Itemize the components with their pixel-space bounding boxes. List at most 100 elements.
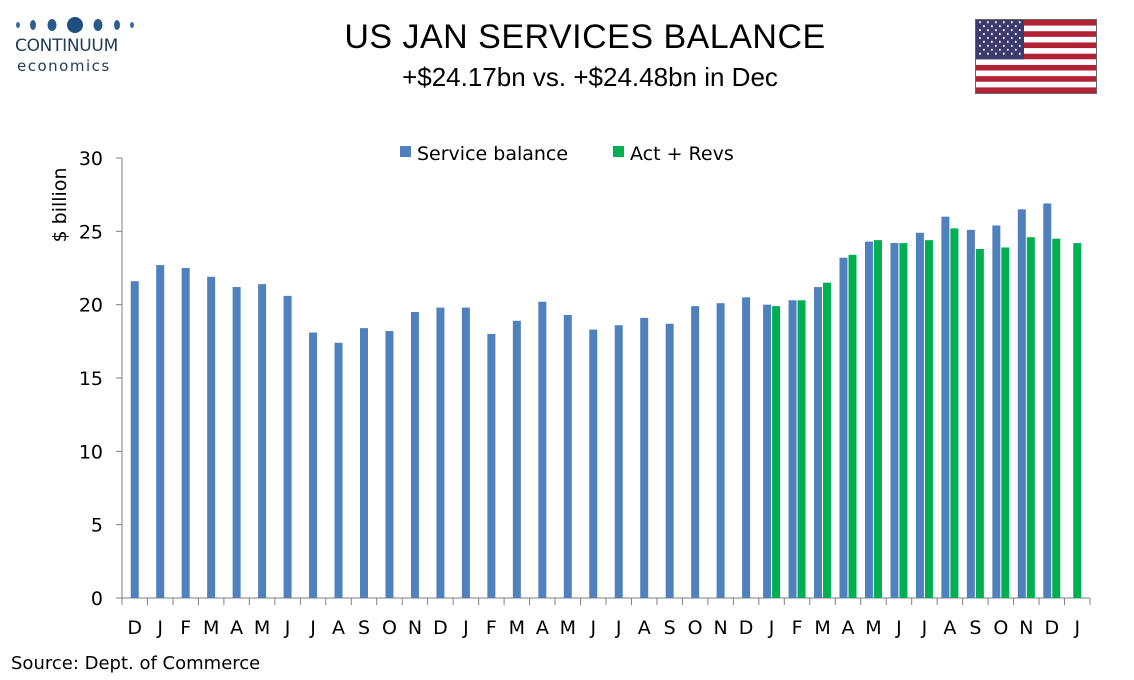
flag-star xyxy=(1010,21,1013,24)
x-tick-label: F xyxy=(180,617,191,639)
bar-service-balance xyxy=(665,323,674,598)
continuum-economics-logo: CONTINUUM economics xyxy=(12,14,137,76)
bar-service-balance xyxy=(763,304,772,598)
flag-star xyxy=(990,40,993,43)
x-tick-label: M xyxy=(814,617,830,639)
flag-star xyxy=(1002,36,1005,40)
flag-star xyxy=(1010,52,1013,55)
flag-star xyxy=(983,32,985,36)
flag-star xyxy=(990,48,993,51)
flag-star xyxy=(994,36,997,40)
flag-star xyxy=(1014,25,1017,28)
bar-service-balance xyxy=(966,229,975,598)
y-tick-label: 30 xyxy=(79,148,103,170)
flag-star xyxy=(1006,32,1009,36)
bar-service-balance xyxy=(360,328,368,598)
bar-service-balance xyxy=(487,334,496,598)
flag-star xyxy=(998,32,1001,36)
bar-service-balance xyxy=(385,331,394,598)
flag-star xyxy=(990,25,993,28)
flag-star xyxy=(979,44,981,47)
bar-service-balance xyxy=(864,241,873,598)
bar-service-balance xyxy=(814,287,823,598)
flag-star xyxy=(1006,40,1009,43)
x-tick-label: J xyxy=(615,617,622,639)
x-tick-label: S xyxy=(664,617,676,639)
bar-service-balance xyxy=(992,225,1001,598)
flag-star xyxy=(1018,21,1021,24)
flag-star xyxy=(1018,52,1021,55)
bar-service-balance xyxy=(890,243,899,599)
flag-star xyxy=(1010,36,1013,40)
flag-star xyxy=(1014,32,1017,36)
chart-title: US JAN SERVICES BALANCE xyxy=(344,18,826,56)
legend-swatch-service-balance xyxy=(400,146,411,157)
bar-service-balance xyxy=(839,257,848,598)
logo-text-line2: economics xyxy=(17,57,111,75)
bar-act-revs xyxy=(797,300,806,598)
bar-service-balance xyxy=(232,287,241,598)
bar-act-revs xyxy=(1073,243,1082,599)
bar-service-balance xyxy=(941,216,950,598)
flag-star xyxy=(1006,25,1009,28)
bar-service-balance xyxy=(181,268,190,598)
bar-service-balance xyxy=(156,265,165,598)
x-tick-label: F xyxy=(486,617,497,639)
bar-act-revs xyxy=(823,282,832,598)
flag-star xyxy=(979,52,981,55)
x-tick-label: S xyxy=(358,617,370,639)
bar-service-balance xyxy=(309,332,318,598)
x-tick-label: J xyxy=(156,617,163,639)
logo-dots-icon xyxy=(16,17,134,33)
flag-star xyxy=(1010,44,1013,47)
bar-service-balance xyxy=(742,297,751,598)
flag-star xyxy=(1002,21,1005,24)
flag-star xyxy=(983,25,985,28)
bar-act-revs xyxy=(924,240,933,598)
bar-service-balance xyxy=(1017,209,1026,599)
y-tick-label: 10 xyxy=(79,441,103,463)
x-tick-label: N xyxy=(408,617,422,639)
flag-star xyxy=(1014,48,1017,51)
flag-star xyxy=(986,44,989,47)
logo-text-line1: CONTINUUM xyxy=(15,36,118,56)
x-tick-label: D xyxy=(739,617,754,639)
flag-star xyxy=(998,48,1001,51)
bar-service-balance xyxy=(461,307,470,598)
bars xyxy=(130,203,1082,599)
bar-service-balance xyxy=(207,276,216,598)
x-tick-label: D xyxy=(1044,617,1059,639)
flag-star xyxy=(994,21,997,24)
legend-label-service-balance: Service balance xyxy=(417,143,568,165)
bar-service-balance xyxy=(716,303,725,598)
bar-act-revs xyxy=(1026,237,1035,598)
bar-service-balance xyxy=(691,306,700,598)
bar-service-balance xyxy=(589,329,598,598)
x-tick-label: D xyxy=(433,617,448,639)
flag-star xyxy=(983,40,985,43)
x-tick-label: A xyxy=(943,617,956,639)
x-tick-label: F xyxy=(792,617,803,639)
y-tick-label: 0 xyxy=(91,588,103,610)
bar-service-balance xyxy=(436,307,445,598)
x-tick-label: S xyxy=(969,617,981,639)
flag-star xyxy=(1002,52,1005,55)
flag-star xyxy=(979,36,981,40)
x-tick-label: J xyxy=(284,617,291,639)
bar-service-balance xyxy=(283,295,292,598)
flag-star xyxy=(994,52,997,55)
bar-service-balance xyxy=(640,317,649,598)
flag-star xyxy=(986,52,989,55)
x-tick-label: M xyxy=(254,617,270,639)
x-tick-label: O xyxy=(993,617,1008,639)
x-tick-label: A xyxy=(842,617,855,639)
y-tick-label: 15 xyxy=(79,368,103,390)
flag-star xyxy=(1006,48,1009,51)
bar-service-balance xyxy=(130,281,139,598)
flag-star xyxy=(998,25,1001,28)
x-tick-label: A xyxy=(332,617,345,639)
chart-subtitle: +$24.17bn vs. +$24.48bn in Dec xyxy=(402,62,778,92)
flag-star xyxy=(979,21,981,24)
